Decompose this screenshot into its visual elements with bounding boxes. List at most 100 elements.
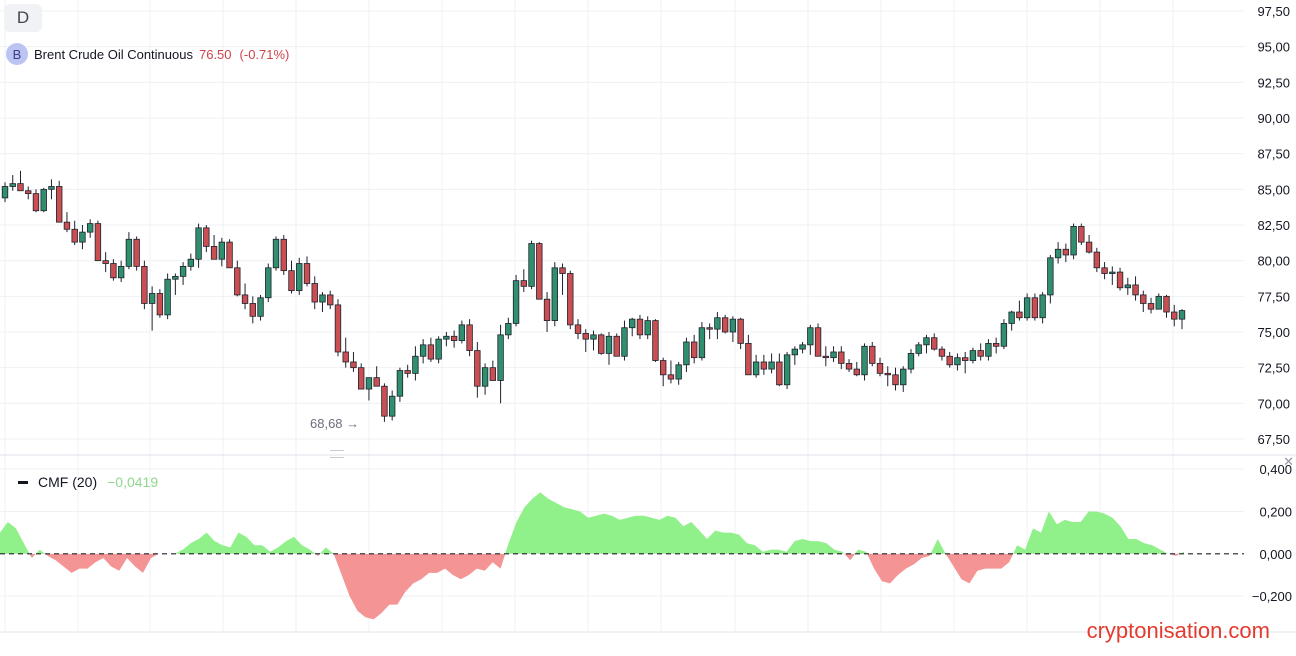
candle-body [210, 245, 218, 260]
candle-body [559, 267, 566, 274]
candle-body [814, 327, 822, 357]
candle-body [195, 227, 202, 260]
candle [644, 316, 651, 340]
candle [419, 339, 427, 364]
candle [737, 317, 744, 350]
candle-body [1039, 294, 1046, 319]
candle [1062, 243, 1070, 263]
candle [791, 346, 799, 365]
candle-body [373, 377, 380, 387]
candle [946, 351, 953, 368]
candle [559, 263, 566, 295]
candle-body [1016, 311, 1023, 319]
candle [56, 180, 63, 223]
candle-body [9, 183, 16, 187]
candle-body [172, 275, 179, 280]
candle-body [636, 318, 644, 336]
candle-body [543, 298, 551, 321]
indicator-value: −0,0419 [107, 474, 159, 490]
candle-body [466, 324, 473, 351]
candle [667, 360, 675, 384]
candle [48, 179, 55, 200]
pane-resize-handle[interactable] [330, 450, 344, 458]
candle-body [528, 243, 535, 287]
candle-body [807, 327, 814, 346]
grid-lines [0, 0, 1296, 633]
candle-body [458, 324, 466, 341]
candle [25, 186, 32, 200]
candle-body [1124, 284, 1131, 289]
candle-body [358, 367, 365, 390]
candle [1132, 276, 1139, 301]
price-axis[interactable]: 97,50 95,00 92,50 90,00 87,50 85,00 82,50 80,00… [1252, 4, 1292, 604]
candle [319, 292, 326, 313]
candle-body [481, 367, 489, 387]
candle [94, 220, 102, 262]
candle-body [714, 317, 721, 330]
candle-body [512, 280, 520, 324]
candle [900, 366, 907, 392]
candle [512, 274, 520, 327]
candle [961, 351, 969, 374]
candle-body [489, 367, 497, 381]
interval-button[interactable]: D [4, 4, 42, 32]
candle [1085, 234, 1093, 254]
candle [884, 366, 891, 387]
candle [721, 314, 729, 334]
candle-body [249, 303, 256, 317]
candle [830, 346, 837, 362]
candle [1124, 277, 1131, 295]
candle-body [179, 265, 187, 277]
candle-body [760, 361, 768, 370]
candle-body [900, 368, 907, 386]
price-tick-label: 92,50 [1257, 75, 1290, 90]
indicator-legend[interactable]: CMF (20) −0,0419 [18, 474, 158, 490]
symbol-legend[interactable]: B Brent Crude Oil Continuous 76.50 (-0.7… [6, 43, 289, 65]
candle [1140, 290, 1147, 313]
candle [590, 330, 597, 351]
candle [203, 225, 210, 253]
candle-body [969, 350, 977, 361]
candle [435, 336, 442, 364]
candle-body [992, 343, 1000, 347]
candle-body [1147, 303, 1155, 310]
candle [388, 390, 396, 421]
candle-body [698, 327, 706, 359]
candle [505, 317, 512, 340]
price-tick-label: 75,00 [1257, 325, 1290, 340]
candle [1147, 297, 1155, 314]
candle [985, 339, 992, 361]
candle [1078, 223, 1085, 245]
candle [125, 232, 133, 270]
candle [257, 294, 264, 321]
candle-body [272, 238, 280, 269]
candle-body [822, 355, 829, 359]
candle [1008, 310, 1015, 331]
candle [520, 269, 527, 293]
candle [1116, 267, 1124, 291]
candle-body [1, 186, 9, 199]
close-pane-icon[interactable]: ✕ [1283, 454, 1294, 469]
candle-body [427, 344, 435, 360]
candle-body [1078, 226, 1085, 243]
candle-body [567, 273, 574, 326]
candle-body [1116, 271, 1124, 289]
candle-body [783, 354, 791, 386]
candle [404, 364, 411, 378]
candle [752, 354, 760, 378]
candle-body [745, 343, 752, 376]
candle [466, 319, 473, 357]
symbol-logo-icon: B [6, 43, 28, 65]
candle [9, 175, 16, 191]
candle-body [435, 338, 442, 360]
candle-body [334, 304, 342, 353]
candle-body [1155, 295, 1162, 310]
candle [327, 290, 334, 310]
candle-body [1000, 323, 1008, 347]
candle [551, 262, 558, 327]
candle [288, 260, 295, 294]
candle-body [729, 318, 737, 333]
candle [1101, 262, 1108, 280]
price-tick-label: 90,00 [1257, 111, 1290, 126]
